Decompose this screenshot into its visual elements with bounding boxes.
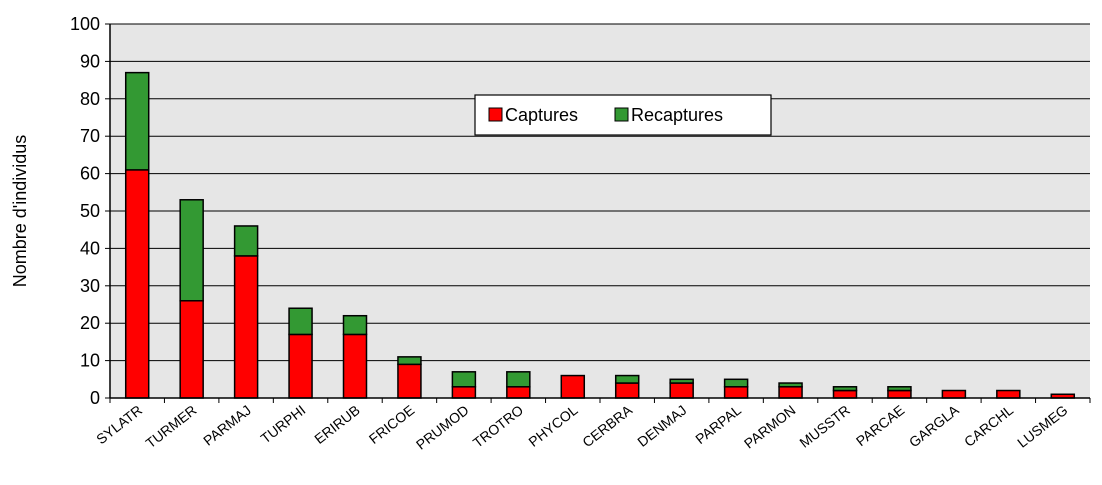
legend-swatch-captures [488,107,503,122]
y-tick-label: 70 [80,126,100,146]
x-tick-label: SYLATR [93,402,145,448]
bar-captures-carchl [996,389,1021,399]
bar-captures-gargla [941,389,967,399]
y-tick-label: 100 [70,14,100,34]
bar-captures-denmaj [669,382,694,399]
bar-captures-cerbra [614,382,640,399]
legend-label-recaptures: Recaptures [631,105,723,125]
x-tick-label: PHYCOL [525,402,580,450]
bar-captures-trotro [506,386,531,399]
bars [124,71,1076,399]
bar-captures-parpal [723,386,749,399]
bar-recaptures-parmaj [233,225,259,257]
y-tick-label: 50 [80,201,100,221]
x-tick-label: CERBRA [579,401,635,450]
x-tick-label: CARCHL [961,402,1016,450]
y-tick-label: 0 [90,388,100,408]
x-tick-label: GARGLA [906,401,962,450]
y-tick-label: 80 [80,89,100,109]
bar-recaptures-parmon [778,382,803,388]
x-tick-label: FRICOE [366,402,418,447]
legend: Captures Recaptures [474,94,772,136]
legend-swatch-recaptures [614,107,629,122]
x-tick-label: LUSMEG [1014,402,1070,451]
x-tick-label: PARPAL [692,402,744,447]
bar-recaptures-erirub [342,314,368,336]
x-tick-label: TURMER [142,402,199,451]
bar-captures-turphi [288,333,313,399]
bar-recaptures-sylatr [124,71,150,171]
bar-captures-turmer [179,300,204,399]
y-tick-label: 20 [80,313,100,333]
bar-recaptures-denmaj [669,378,694,384]
bar-captures-parcae [887,389,912,399]
bar-recaptures-parcae [887,386,912,392]
bar-captures-prumod [451,386,477,399]
bar-captures-parmaj [233,255,259,399]
bar-captures-phycol [560,374,586,399]
y-tick-label: 30 [80,276,100,296]
bar-recaptures-turphi [288,307,313,336]
x-tick-label: PRUMOD [413,402,472,453]
x-tick-label: PARMAJ [200,402,254,449]
x-tick-label: TURPHI [257,402,308,447]
bar-recaptures-trotro [506,371,531,388]
bar-recaptures-turmer [179,199,204,302]
bar-recaptures-parpal [723,378,749,388]
x-tick-label: MUSSTR [796,402,852,451]
x-tick-label: PARCAE [853,402,907,449]
bar-captures-fricoe [397,363,422,399]
bar-recaptures-prumod [451,371,477,388]
y-tick-label: 90 [80,51,100,71]
gridlines [110,23,1090,362]
y-axis-label: Nombre d'individus [10,135,30,288]
bar-captures-sylatr [124,169,150,399]
bar-recaptures-musstr [832,386,858,392]
bar-recaptures-cerbra [614,374,640,384]
x-tick-label: DENMAJ [634,402,689,450]
bar-captures-erirub [342,333,368,399]
y-tick-label: 60 [80,164,100,184]
y-tick-labels: 0 10 20 30 40 50 60 70 80 90 100 [70,14,110,408]
bar-recaptures-fricoe [397,356,422,366]
x-tick-label: ERIRUB [311,402,363,447]
x-tick-label: PARMON [741,402,798,452]
x-tick-label: TROTRO [470,402,527,451]
legend-label-captures: Captures [505,105,578,125]
bar-captures-musstr [832,389,858,399]
y-tick-label: 10 [80,351,100,371]
bar-captures-parmon [778,386,803,399]
y-tick-label: 40 [80,238,100,258]
